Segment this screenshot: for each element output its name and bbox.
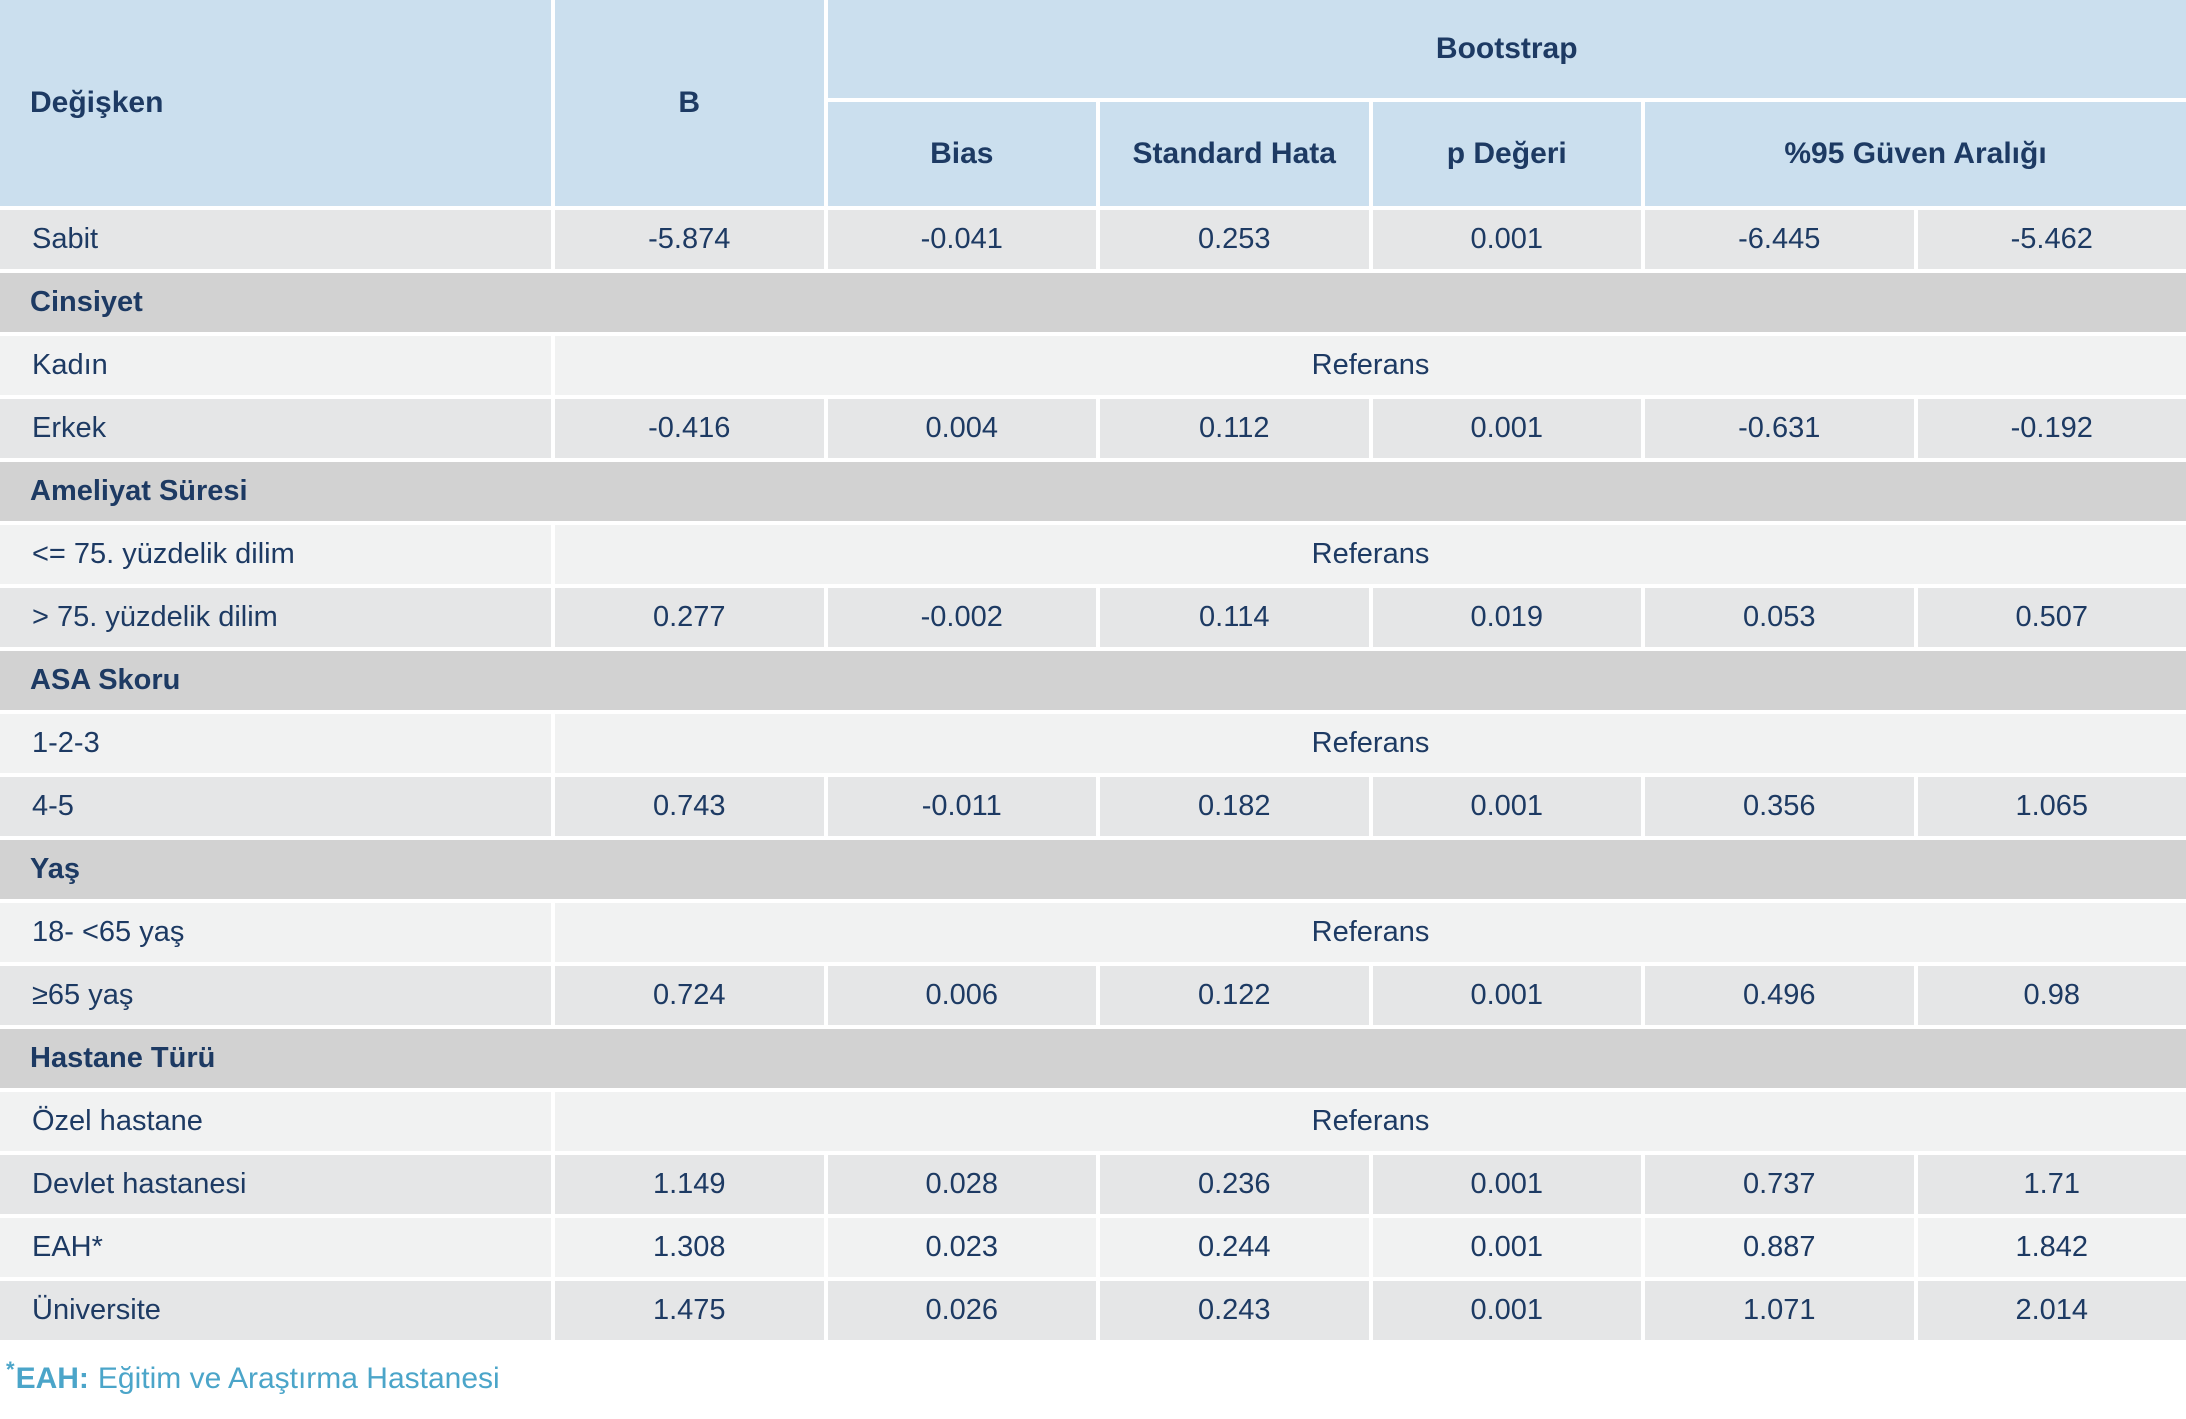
value-cell: 0.114 xyxy=(1100,588,1369,647)
column-header-guven-araligi: %95 Güven Aralığı xyxy=(1645,102,2186,206)
reference-cell: Referans xyxy=(555,714,2186,773)
value-cell: 1.065 xyxy=(1917,777,2186,836)
bootstrap-regression-table: Değişken B Bootstrap Bias Standard Hata … xyxy=(0,0,2186,1340)
value-cell: -0.011 xyxy=(827,777,1096,836)
section-row-label: Ameliyat Süresi xyxy=(0,462,2186,521)
row-label: Üniversite xyxy=(0,1281,551,1340)
value-cell: 0.98 xyxy=(1917,966,2186,1025)
value-cell: 0.001 xyxy=(1372,1155,1641,1214)
section-row-label: Cinsiyet xyxy=(0,273,2186,332)
value-cell: 0.053 xyxy=(1645,588,1914,647)
value-cell: 0.243 xyxy=(1100,1281,1369,1340)
value-cell: 2.014 xyxy=(1917,1281,2186,1340)
value-cell: -5.462 xyxy=(1917,210,2186,269)
value-cell: -6.445 xyxy=(1645,210,1914,269)
value-cell: 0.023 xyxy=(827,1218,1096,1277)
value-cell: 0.006 xyxy=(827,966,1096,1025)
section-row-label: Yaş xyxy=(0,840,2186,899)
value-cell: 0.724 xyxy=(555,966,824,1025)
value-cell: 0.743 xyxy=(555,777,824,836)
value-cell: 0.028 xyxy=(827,1155,1096,1214)
value-cell: 1.842 xyxy=(1917,1218,2186,1277)
value-cell: -0.002 xyxy=(827,588,1096,647)
row-label: <= 75. yüzdelik dilim xyxy=(0,525,551,584)
value-cell: 1.475 xyxy=(555,1281,824,1340)
value-cell: 1.071 xyxy=(1645,1281,1914,1340)
value-cell: 0.244 xyxy=(1100,1218,1369,1277)
column-header-degisken: Değişken xyxy=(0,0,551,206)
value-cell: -0.192 xyxy=(1917,399,2186,458)
value-cell: 1.149 xyxy=(555,1155,824,1214)
value-cell: -0.041 xyxy=(827,210,1096,269)
row-label: Erkek xyxy=(0,399,551,458)
reference-cell: Referans xyxy=(555,336,2186,395)
section-row-label: ASA Skoru xyxy=(0,651,2186,710)
column-header-bootstrap: Bootstrap xyxy=(827,0,2186,98)
value-cell: 0.001 xyxy=(1372,1281,1641,1340)
value-cell: -0.416 xyxy=(555,399,824,458)
value-cell: 0.507 xyxy=(1917,588,2186,647)
footnote-abbreviation: EAH: xyxy=(15,1362,89,1395)
value-cell: 0.182 xyxy=(1100,777,1369,836)
row-label: 18- <65 yaş xyxy=(0,903,551,962)
value-cell: 0.496 xyxy=(1645,966,1914,1025)
row-label: Özel hastane xyxy=(0,1092,551,1151)
value-cell: 0.001 xyxy=(1372,399,1641,458)
value-cell: 1.308 xyxy=(555,1218,824,1277)
column-header-standard-hata: Standard Hata xyxy=(1100,102,1369,206)
row-label: ≥65 yaş xyxy=(0,966,551,1025)
value-cell: -0.631 xyxy=(1645,399,1914,458)
row-label: Kadın xyxy=(0,336,551,395)
value-cell: 0.019 xyxy=(1372,588,1641,647)
value-cell: 0.112 xyxy=(1100,399,1369,458)
value-cell: 1.71 xyxy=(1917,1155,2186,1214)
value-cell: 0.001 xyxy=(1372,966,1641,1025)
value-cell: 0.004 xyxy=(827,399,1096,458)
value-cell: -5.874 xyxy=(555,210,824,269)
footnote-asterisk: * xyxy=(6,1357,15,1382)
row-label: 4-5 xyxy=(0,777,551,836)
value-cell: 0.001 xyxy=(1372,777,1641,836)
value-cell: 0.001 xyxy=(1372,210,1641,269)
value-cell: 0.277 xyxy=(555,588,824,647)
section-row-label: Hastane Türü xyxy=(0,1029,2186,1088)
value-cell: 0.001 xyxy=(1372,1218,1641,1277)
row-label: > 75. yüzdelik dilim xyxy=(0,588,551,647)
column-header-p-degeri: p Değeri xyxy=(1372,102,1641,206)
row-label: Devlet hastanesi xyxy=(0,1155,551,1214)
reference-cell: Referans xyxy=(555,1092,2186,1151)
row-label: 1-2-3 xyxy=(0,714,551,773)
value-cell: 0.887 xyxy=(1645,1218,1914,1277)
value-cell: 0.236 xyxy=(1100,1155,1369,1214)
value-cell: 0.253 xyxy=(1100,210,1369,269)
value-cell: 0.026 xyxy=(827,1281,1096,1340)
footnote: *EAH: Eğitim ve Araştırma Hastanesi xyxy=(6,1357,2186,1398)
footnote-text: Eğitim ve Araştırma Hastanesi xyxy=(97,1362,500,1395)
row-label: Sabit xyxy=(0,210,551,269)
reference-cell: Referans xyxy=(555,525,2186,584)
value-cell: 0.737 xyxy=(1645,1155,1914,1214)
column-header-bias: Bias xyxy=(827,102,1096,206)
row-label: EAH* xyxy=(0,1218,551,1277)
value-cell: 0.356 xyxy=(1645,777,1914,836)
column-header-b: B xyxy=(555,0,824,206)
reference-cell: Referans xyxy=(555,903,2186,962)
value-cell: 0.122 xyxy=(1100,966,1369,1025)
